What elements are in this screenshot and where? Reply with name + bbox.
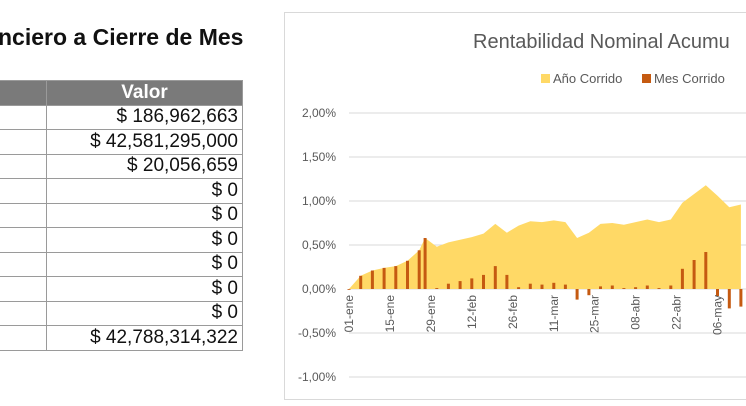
table-row: $ 20,056,659 <box>0 153 243 179</box>
table-cell-blank <box>0 104 47 130</box>
table-row: $ 0 <box>0 227 243 253</box>
bar-mes-corrido <box>552 282 556 289</box>
bar-mes-corrido <box>394 266 398 289</box>
table-row: $ 186,962,663 <box>0 104 243 130</box>
table-cell-value: $ 20,056,659 <box>46 153 243 179</box>
table-cell-value: $ 186,962,663 <box>46 104 243 130</box>
bar-mes-corrido <box>347 289 351 290</box>
table-cell-blank <box>0 129 47 155</box>
table-cell-blank <box>0 325 47 351</box>
x-tick-label: 08-abr <box>629 295 643 330</box>
legend-swatch-ano-corrido <box>541 74 550 83</box>
table-cell-blank <box>0 300 47 326</box>
x-tick-label: 12-feb <box>465 295 479 329</box>
area-ano-corrido <box>349 185 741 289</box>
bar-mes-corrido <box>505 274 509 289</box>
bar-mes-corrido <box>587 289 591 296</box>
table-cell-blank <box>0 251 47 277</box>
table-row: $ 0 <box>0 300 243 326</box>
bar-mes-corrido <box>446 283 450 289</box>
chart-title: Rentabilidad Nominal Acumu <box>473 31 730 53</box>
bar-mes-corrido <box>610 285 614 289</box>
bar-mes-corrido <box>680 268 684 289</box>
table-row-total: $ 42,788,314,322 <box>0 325 243 351</box>
bar-mes-corrido <box>458 281 462 289</box>
table-cell-value: $ 0 <box>46 227 243 253</box>
bar-mes-corrido <box>359 275 363 289</box>
financial-table: Valor $ 186,962,663 $ 42,581,295,000 $ 2… <box>0 80 243 351</box>
plot-area <box>347 185 743 309</box>
bar-mes-corrido <box>382 267 386 289</box>
bar-mes-corrido <box>482 274 485 289</box>
table-header-blank <box>0 80 47 106</box>
table-cell-blank <box>0 153 47 179</box>
bar-mes-corrido <box>657 288 661 289</box>
y-tick-label: 0,00% <box>302 282 336 296</box>
bar-mes-corrido <box>563 284 567 289</box>
x-tick-label: 11-mar <box>547 295 561 332</box>
y-tick-label: -1,00% <box>298 370 336 384</box>
table-cell-blank <box>0 227 47 253</box>
x-tick-label: 15-ene <box>383 295 397 333</box>
y-tick-label: 1,00% <box>302 194 336 208</box>
bar-mes-corrido <box>435 288 439 289</box>
legend-swatch-mes-corrido <box>642 74 651 83</box>
bar-mes-corrido <box>540 284 544 289</box>
y-axis-ticks: 2,00% 1,50% 1,00% 0,50% 0,00% -0,50% -1,00% <box>298 106 336 384</box>
table-row: $ 0 <box>0 202 243 228</box>
x-axis-ticks: 01-ene 15-ene 29-ene 12-feb 26-feb 11-mar 25-m… <box>342 295 725 335</box>
x-tick-label: 06-may <box>711 295 725 335</box>
table-cell-value: $ 0 <box>46 251 243 277</box>
bar-mes-corrido <box>704 252 708 289</box>
x-tick-label: 25-mar <box>588 295 602 333</box>
rentabilidad-chart: Rentabilidad Nominal Acumu Año Corrido M… <box>298 31 746 384</box>
table-header-valor: Valor <box>46 80 243 106</box>
x-tick-label: 01-ene <box>342 295 356 333</box>
bar-mes-corrido <box>423 238 427 289</box>
table-row: $ 0 <box>0 251 243 277</box>
x-tick-label: 22-abr <box>670 295 684 330</box>
x-tick-label: 26-feb <box>506 295 520 329</box>
table-cell-value: $ 0 <box>46 178 243 204</box>
table-cell-blank <box>0 276 47 302</box>
x-tick-label: 29-ene <box>424 295 438 333</box>
bar-mes-corrido <box>692 260 696 289</box>
bar-mes-corrido <box>493 266 497 289</box>
bar-mes-corrido <box>739 289 743 307</box>
bar-mes-corrido <box>417 250 421 289</box>
bar-mes-corrido <box>645 285 649 289</box>
table-row: $ 0 <box>0 276 243 302</box>
bar-mes-corrido <box>622 288 626 289</box>
table-cell-value: $ 0 <box>46 276 243 302</box>
legend-label-mes-corrido: Mes Corrido <box>654 71 725 86</box>
legend-label-ano-corrido: Año Corrido <box>553 71 622 86</box>
table-cell-value: $ 0 <box>46 300 243 326</box>
bar-mes-corrido <box>528 283 532 289</box>
y-tick-label: 0,50% <box>302 238 336 252</box>
table-cell-total: $ 42,788,314,322 <box>46 325 243 351</box>
bar-mes-corrido <box>370 270 374 289</box>
bar-mes-corrido <box>634 287 638 289</box>
bar-mes-corrido <box>575 289 579 300</box>
y-tick-label: -0,50% <box>298 326 336 340</box>
table-cell-blank <box>0 202 47 228</box>
chart-legend: Año Corrido Mes Corrido <box>541 71 725 86</box>
y-tick-label: 2,00% <box>302 106 336 120</box>
bar-mes-corrido <box>406 260 409 289</box>
table-header-row: Valor <box>0 80 243 106</box>
table-cell-blank <box>0 178 47 204</box>
table-row: $ 0 <box>0 178 243 204</box>
bar-mes-corrido <box>716 289 719 296</box>
bar-mes-corrido <box>669 285 673 289</box>
table-cell-value: $ 0 <box>46 202 243 228</box>
table-row: $ 42,581,295,000 <box>0 129 243 155</box>
bar-mes-corrido <box>470 278 474 289</box>
report-heading: nciero a Cierre de Mes <box>0 24 244 50</box>
chart-panel: Rentabilidad Nominal Acumu Año Corrido M… <box>284 12 746 400</box>
y-tick-label: 1,50% <box>302 150 336 164</box>
bar-mes-corrido <box>517 287 521 289</box>
bar-mes-corrido <box>599 286 602 289</box>
table-cell-value: $ 42,581,295,000 <box>46 129 243 155</box>
bar-mes-corrido <box>727 289 731 309</box>
